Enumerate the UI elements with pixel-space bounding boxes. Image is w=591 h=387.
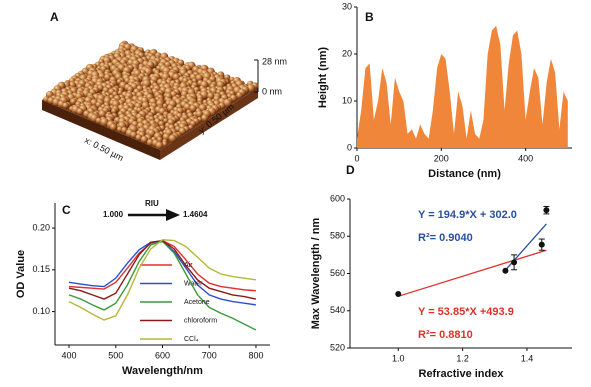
afm-grain <box>62 102 69 109</box>
point <box>511 259 518 266</box>
afm-grain <box>172 73 181 82</box>
afm-grain <box>200 114 209 122</box>
y-tick-label: 520 <box>330 342 345 352</box>
x-axis-title: Refractive index <box>419 368 505 380</box>
fit-equation: Y = 194.9*X + 302.0 <box>418 209 517 221</box>
fit-line <box>398 249 547 297</box>
area <box>357 25 568 148</box>
afm-grain <box>70 98 77 105</box>
line <box>68 239 257 300</box>
y-tick-label: 0.10 <box>32 306 50 316</box>
afm-grain <box>135 134 143 141</box>
x-tick-label: 400 <box>62 350 77 360</box>
y-tick-label: 10 <box>342 95 352 105</box>
afm-grain <box>188 124 194 130</box>
afm-grain <box>100 117 109 127</box>
legend-label: chloroform <box>184 317 217 324</box>
afm-grain <box>168 134 177 143</box>
afm-grain <box>103 73 112 82</box>
point <box>395 290 402 297</box>
x-tick-label: 0 <box>354 153 359 163</box>
panel-label: C <box>62 203 71 217</box>
x-tick-label: 500 <box>108 350 123 360</box>
y-tick-label: 30 <box>342 1 352 11</box>
line <box>68 239 257 321</box>
annotation: 1.4604 <box>183 210 208 219</box>
x-axis-title: Distance (nm) <box>428 168 501 180</box>
legend-label: Acetone <box>184 299 210 306</box>
arrow-head <box>166 209 180 221</box>
afm-grain <box>130 131 138 139</box>
point <box>543 207 550 214</box>
y-tick-label: 0 <box>347 142 352 152</box>
afm-grain <box>116 126 123 133</box>
y-tick-label: 0.15 <box>32 264 50 274</box>
afm-side <box>42 100 160 160</box>
afm-grain <box>146 139 154 146</box>
x-tick-label: 200 <box>434 153 449 163</box>
panel-label: A <box>50 10 59 24</box>
x-tick-label: 700 <box>202 350 217 360</box>
panel-label: B <box>365 10 374 24</box>
x-tick-label: 400 <box>518 153 533 163</box>
legend-label: Air <box>184 262 193 269</box>
legend-label: CCl₄ <box>184 336 199 343</box>
y-tick-label: 0.20 <box>32 222 50 232</box>
afm-grain <box>189 104 197 113</box>
x-tick-label: 600 <box>155 350 170 360</box>
afm-grain <box>140 135 149 144</box>
x-tick-label: 800 <box>248 350 263 360</box>
point <box>502 267 509 274</box>
scale-label: 28 nm <box>262 56 287 66</box>
afm-grain <box>195 74 204 82</box>
y-axis-title: OD Value <box>15 250 27 298</box>
afm-grain <box>76 108 84 116</box>
afm-grain <box>109 123 118 131</box>
x-axis-title: Wavelength/nm <box>122 365 203 377</box>
afm-grain <box>111 108 117 115</box>
x-tick-label: 1.0 <box>392 353 405 363</box>
scale-label: 0 nm <box>262 86 282 96</box>
afm-grain <box>162 141 168 147</box>
fit-r-squared: R²= 0.8810 <box>418 329 473 341</box>
y-tick-label: 560 <box>330 268 345 278</box>
fit-equation: Y = 53.85*X +493.9 <box>418 306 514 318</box>
y-tick-label: 20 <box>342 48 352 58</box>
afm-grain <box>98 109 107 118</box>
annotation: 1.000 <box>103 210 124 219</box>
point <box>538 241 545 248</box>
y-axis-title: Height (nm) <box>317 47 329 108</box>
legend-label: Water <box>184 280 203 287</box>
y-tick-label: 580 <box>330 231 345 241</box>
line <box>68 240 257 306</box>
afm-grain <box>163 118 169 124</box>
x-tick-label: 1.4 <box>521 353 534 363</box>
fit-r-squared: R²= 0.9040 <box>418 232 473 244</box>
y-tick-label: 540 <box>330 305 345 315</box>
afm-image <box>42 40 259 160</box>
afm-grain <box>236 91 243 99</box>
annotation: RIU <box>145 199 159 208</box>
x-tick-label: 1.2 <box>456 353 469 363</box>
panel-label: D <box>346 163 355 177</box>
afm-grain <box>224 74 231 81</box>
afm-grain <box>223 98 232 108</box>
afm-grain <box>195 110 204 118</box>
afm-grain <box>162 103 168 109</box>
y-axis-title: Max Wavelength / nm <box>310 218 322 330</box>
afm-grain <box>155 141 164 150</box>
y-tick-label: 600 <box>330 193 345 203</box>
afm-side <box>160 88 258 160</box>
